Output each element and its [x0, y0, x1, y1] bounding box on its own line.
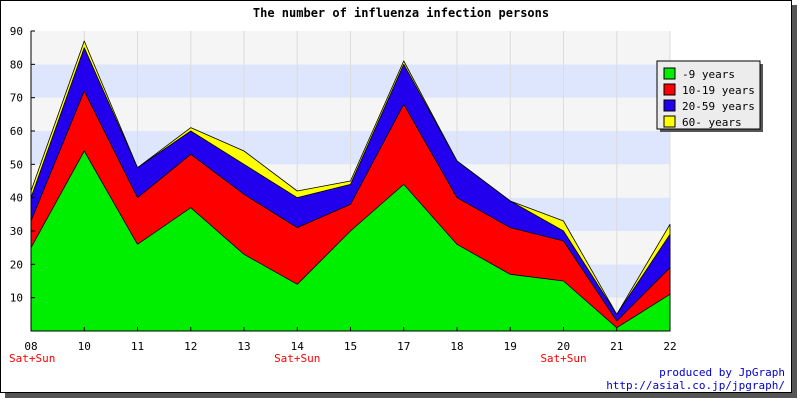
legend-label: 60- years [682, 116, 742, 129]
legend-swatch [663, 67, 676, 80]
y-tick-label: 40 [10, 192, 23, 205]
x-tick-label: 11 [131, 340, 144, 353]
credit-produced-by: produced by JpGraph [659, 366, 785, 379]
y-tick-label: 60 [10, 125, 23, 138]
x-tick-label: 13 [237, 340, 250, 353]
y-tick-label: 30 [10, 225, 23, 238]
x-tick-label: 10 [78, 340, 91, 353]
legend-swatch [663, 115, 676, 128]
x-tick-label: 21 [610, 340, 623, 353]
x-tick-label: 15 [344, 340, 357, 353]
y-tick-label: 90 [10, 25, 23, 38]
x-tick-label: 17 [397, 340, 410, 353]
area-series-0 [30, 150, 671, 332]
x-tick-label: 08 [24, 340, 37, 353]
y-tick-label: 70 [10, 92, 23, 105]
x-annotation-label: Sat+Sun [274, 352, 320, 365]
legend-label: -9 years [682, 68, 735, 81]
x-tick-label: 14 [291, 340, 305, 353]
x-tick-label: 19 [504, 340, 517, 353]
x-tick-label: 20 [557, 340, 570, 353]
x-annotation-label: Sat+Sun [9, 352, 55, 365]
x-annotation-label: Sat+Sun [540, 352, 586, 365]
legend-swatch [663, 83, 676, 96]
credit-url[interactable]: http://asial.co.jp/jpgraph/ [606, 379, 785, 392]
y-tick-label: 10 [10, 292, 23, 305]
x-tick-label: 22 [663, 340, 676, 353]
legend-label: 20-59 years [682, 100, 755, 113]
y-tick-label: 50 [10, 158, 23, 171]
legend-swatch [663, 99, 676, 112]
y-tick-label: 80 [10, 58, 23, 71]
legend-label: 10-19 years [682, 84, 755, 97]
y-tick-label: 20 [10, 258, 23, 271]
x-tick-label: 12 [184, 340, 197, 353]
chart-svg: The number of influenza infection person… [9, 6, 763, 365]
chart-title: The number of influenza infection person… [253, 6, 549, 20]
x-tick-label: 18 [450, 340, 463, 353]
chart-frame: The number of influenza infection person… [0, 0, 792, 393]
